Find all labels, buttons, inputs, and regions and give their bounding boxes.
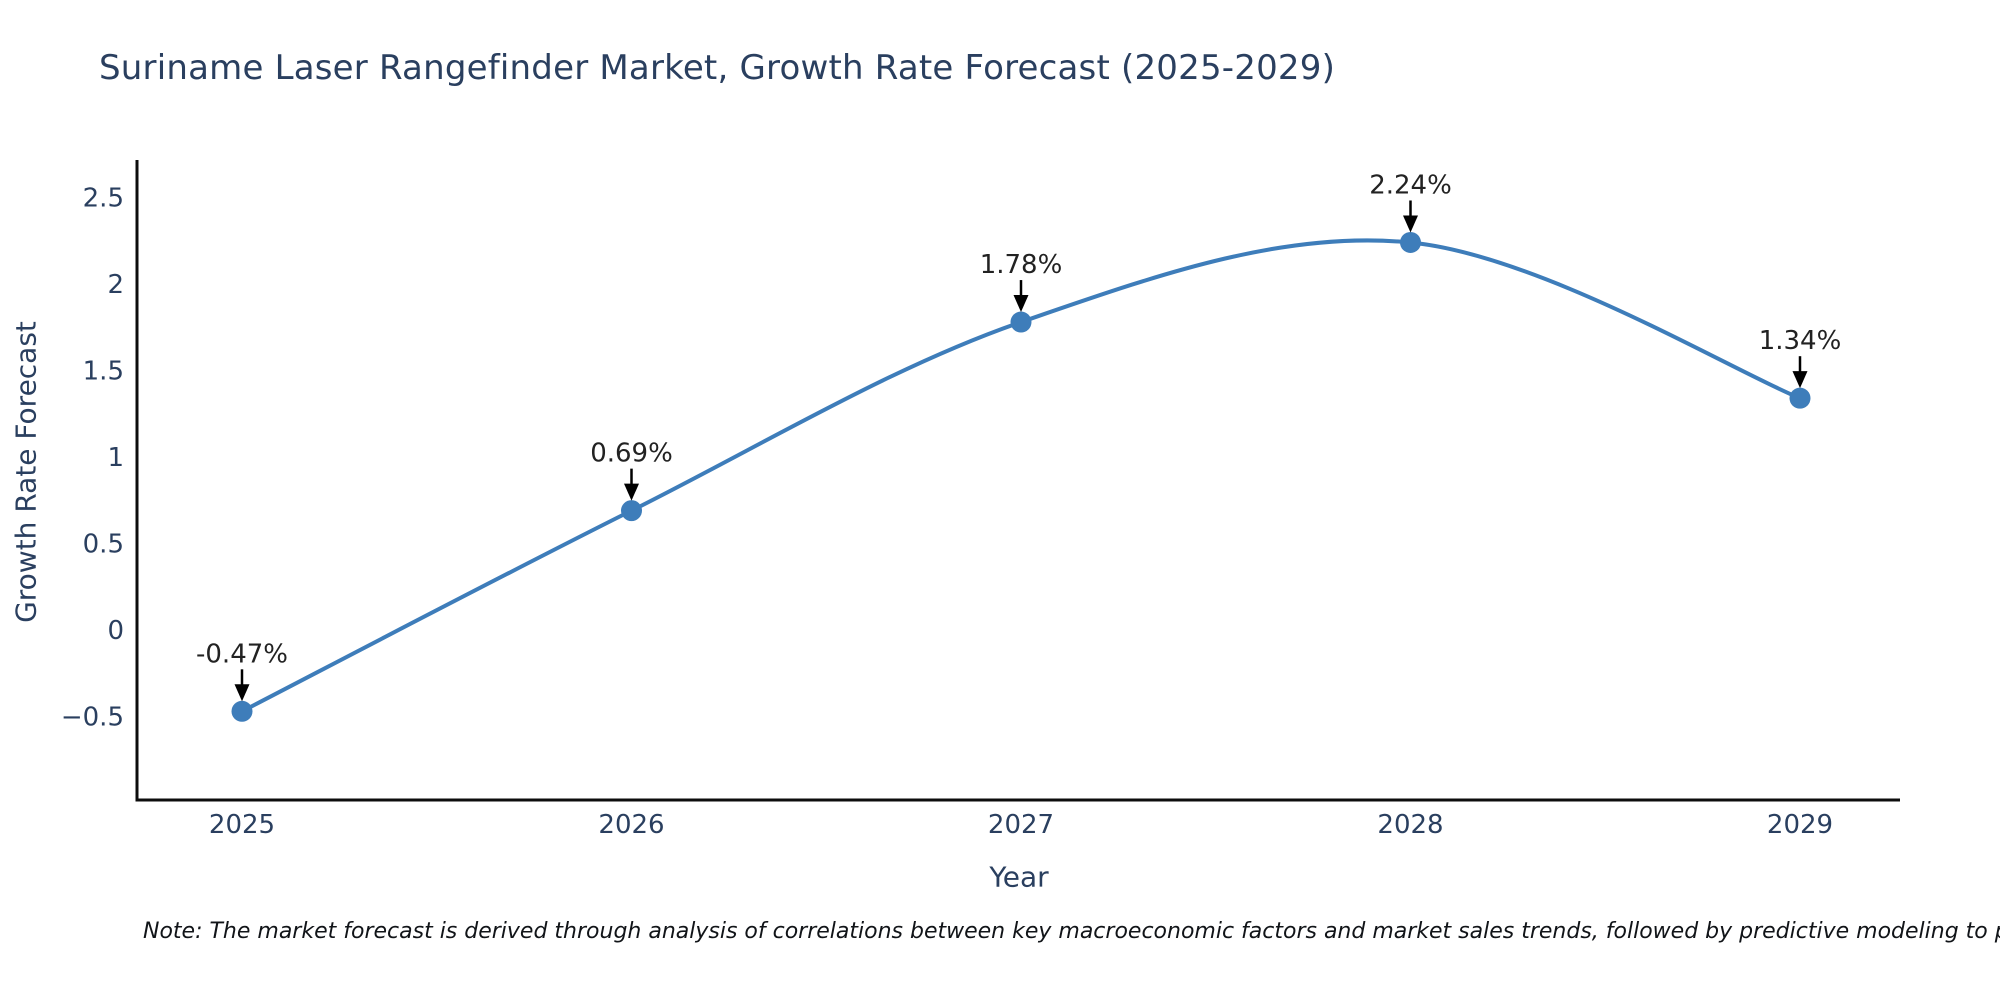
x-tick-label: 2028 (1377, 810, 1443, 840)
data-point-2025[interactable] (231, 700, 253, 722)
point-value-label: 1.34% (1759, 326, 1842, 356)
y-axis-title: Growth Rate Forecast (9, 321, 43, 623)
data-point-2029[interactable] (1789, 387, 1811, 409)
x-axis-title: Year (989, 860, 1049, 894)
annotation-arrowhead-icon (1792, 371, 1808, 389)
y-tick-label: 2 (107, 270, 124, 300)
y-tick-label: 1.5 (83, 357, 124, 387)
x-tick-label: 2027 (988, 810, 1054, 840)
point-value-label: 2.24% (1369, 170, 1452, 200)
y-tick-label: −0.5 (61, 703, 124, 733)
y-tick-label: 0.5 (83, 530, 124, 560)
annotation-arrowhead-icon (624, 483, 639, 501)
point-value-label: 1.78% (980, 250, 1063, 280)
data-point-2026[interactable] (621, 500, 642, 522)
x-tick-label: 2025 (209, 810, 275, 840)
y-tick-label: 1 (107, 443, 124, 473)
annotation-arrowhead-icon (1013, 295, 1029, 313)
chart-title: Suriname Laser Rangefinder Market, Growt… (99, 48, 1336, 88)
point-value-label: -0.47% (196, 639, 288, 669)
annotation-arrowhead-icon (1403, 215, 1418, 233)
data-point-2028[interactable] (1400, 231, 1421, 253)
chart-footnote: Note: The market forecast is derived thr… (143, 919, 2000, 944)
y-tick-label: 0 (107, 616, 124, 646)
data-point-2027[interactable] (1010, 311, 1032, 333)
y-tick-label: 2.5 (83, 184, 124, 214)
x-tick-label: 2029 (1767, 810, 1833, 840)
x-tick-label: 2026 (598, 810, 664, 840)
annotation-arrowhead-icon (234, 684, 250, 702)
point-value-label: 0.69% (590, 439, 673, 469)
